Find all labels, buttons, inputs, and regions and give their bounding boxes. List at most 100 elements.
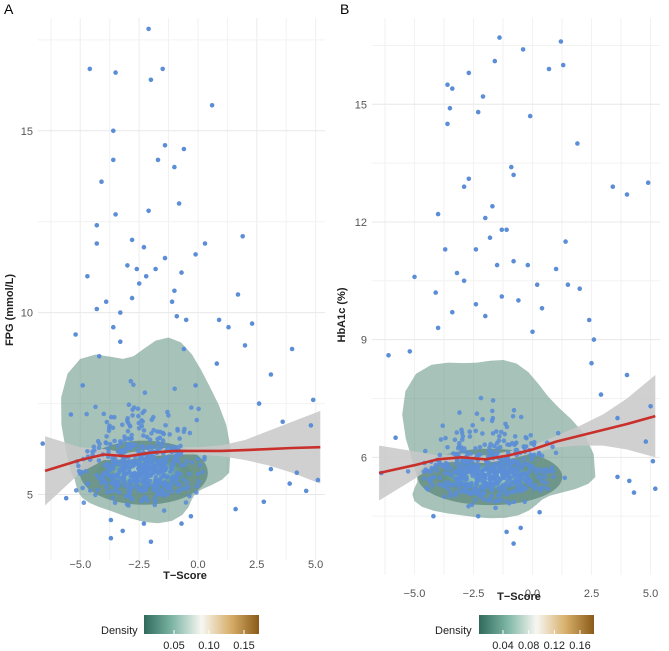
scatter-point xyxy=(536,474,542,480)
scatter-point xyxy=(511,407,517,413)
scatter-point xyxy=(541,485,546,490)
scatter-point xyxy=(144,458,149,464)
scatter-point xyxy=(105,471,110,477)
scatter-point xyxy=(516,489,521,494)
scatter-point xyxy=(520,47,526,52)
scatter-point xyxy=(483,480,488,486)
scatter-point xyxy=(520,488,525,493)
scatter-point xyxy=(194,490,199,495)
scatter-point xyxy=(542,474,548,480)
scatter-point xyxy=(423,467,429,472)
scatter-point xyxy=(146,208,151,214)
scatter-point xyxy=(435,325,441,331)
scatter-point xyxy=(114,479,119,485)
scatter-point xyxy=(448,491,454,497)
scatter-point xyxy=(96,445,102,451)
scatter-point xyxy=(261,499,267,505)
scatter-point xyxy=(475,109,481,115)
scatter-point xyxy=(144,498,150,504)
scatter-point xyxy=(172,386,177,392)
scatter-point xyxy=(40,441,45,446)
scatter-point xyxy=(120,528,125,534)
scatter-point xyxy=(193,383,198,388)
scatter-point xyxy=(196,406,201,412)
scatter-point xyxy=(166,454,172,459)
scatter-point xyxy=(108,474,114,479)
scatter-point xyxy=(481,484,487,490)
scatter-point xyxy=(315,477,321,483)
scatter-point xyxy=(498,488,503,494)
scatter-point xyxy=(423,448,428,454)
scatter-point xyxy=(233,506,238,512)
scatter-point xyxy=(163,459,169,465)
scatter-point xyxy=(179,270,184,275)
scatter-point xyxy=(84,411,89,417)
scatter-point xyxy=(502,474,508,479)
scatter-point xyxy=(194,483,200,489)
scatter-point xyxy=(105,446,111,452)
scatter-point xyxy=(130,413,135,418)
scatter-point xyxy=(643,439,649,444)
scatter-point xyxy=(487,235,493,240)
scatter-point xyxy=(111,128,116,134)
scatter-point xyxy=(648,404,653,409)
scatter-point xyxy=(459,489,465,494)
scatter-point xyxy=(181,477,186,482)
scatter-point xyxy=(160,66,165,72)
scatter-point xyxy=(177,487,182,493)
scatter-point xyxy=(461,458,466,464)
scatter-point xyxy=(546,66,552,72)
scatter-point xyxy=(93,404,98,410)
scatter-point xyxy=(162,143,168,148)
scatter-point xyxy=(479,474,484,479)
scatter-point xyxy=(200,469,206,475)
y-tick-label: 12 xyxy=(355,217,367,229)
scatter-point xyxy=(112,438,117,444)
scatter-point xyxy=(195,456,201,462)
scatter-point xyxy=(516,298,521,303)
scatter-point xyxy=(528,452,533,458)
scatter-point xyxy=(104,419,110,425)
scatter-point xyxy=(429,465,434,471)
scatter-point xyxy=(101,477,107,483)
scatter-point xyxy=(474,479,479,485)
scatter-point xyxy=(645,180,651,185)
scatter-point xyxy=(108,517,114,523)
scatter-point xyxy=(202,457,207,462)
scatter-point xyxy=(131,405,137,410)
scatter-point xyxy=(175,428,180,433)
scatter-point xyxy=(513,467,519,472)
scatter-point xyxy=(525,262,531,268)
scatter-point xyxy=(196,479,201,484)
scatter-point xyxy=(562,475,568,481)
scatter-point xyxy=(533,483,538,488)
y-tick-label: 10 xyxy=(21,308,33,320)
scatter-point xyxy=(149,459,154,465)
scatter-point xyxy=(280,419,286,425)
scatter-point xyxy=(126,402,132,408)
x-tick-label: 0.0 xyxy=(190,559,205,571)
scatter-point xyxy=(509,482,514,488)
scatter-point xyxy=(490,398,496,403)
panel-b-ylabel: HbA1c (%) xyxy=(336,287,348,342)
scatter-point xyxy=(172,288,177,294)
scatter-point xyxy=(483,313,488,319)
scatter-point xyxy=(113,212,118,217)
scatter-point xyxy=(149,417,155,423)
scatter-point xyxy=(545,486,551,492)
legend-a: Density 0.05 0.10 0.15 xyxy=(101,615,259,651)
scatter-point xyxy=(149,431,154,436)
scatter-point xyxy=(519,465,525,471)
scatter-point xyxy=(110,495,116,501)
scatter-point xyxy=(454,270,460,276)
scatter-point xyxy=(534,470,540,476)
scatter-point xyxy=(490,481,496,487)
scatter-point xyxy=(493,469,499,474)
scatter-point xyxy=(83,468,89,474)
scatter-point xyxy=(268,466,274,472)
scatter-point xyxy=(226,324,231,330)
scatter-point xyxy=(151,483,157,488)
scatter-point xyxy=(287,481,293,486)
scatter-point xyxy=(530,329,535,335)
scatter-point xyxy=(170,474,175,480)
